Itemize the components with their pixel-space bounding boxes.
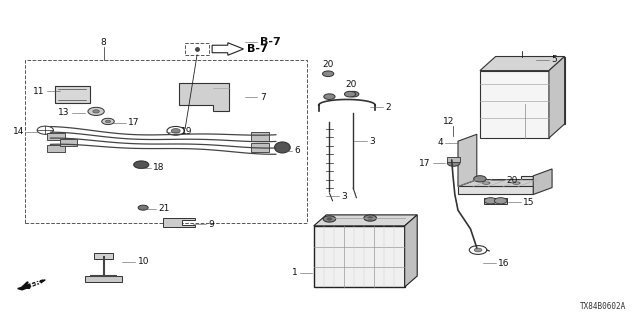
Polygon shape [163, 218, 195, 228]
Bar [85, 276, 122, 282]
Circle shape [474, 248, 482, 252]
Circle shape [494, 198, 507, 204]
Polygon shape [179, 83, 229, 111]
Text: 20: 20 [506, 176, 518, 185]
Circle shape [88, 107, 104, 116]
Text: 20: 20 [346, 80, 357, 89]
Text: B-7: B-7 [246, 44, 268, 54]
Bar [47, 133, 65, 140]
Text: 17: 17 [419, 159, 430, 168]
Text: 15: 15 [524, 198, 534, 207]
Text: TX84B0602A: TX84B0602A [580, 302, 626, 311]
Ellipse shape [483, 182, 490, 184]
Bar [55, 85, 90, 103]
Text: 11: 11 [33, 86, 45, 95]
Bar [251, 132, 269, 141]
Text: 3: 3 [341, 192, 347, 201]
Bar [25, 60, 307, 223]
Circle shape [324, 94, 335, 100]
Text: 7: 7 [260, 93, 266, 102]
Text: 10: 10 [138, 257, 149, 267]
Bar [251, 143, 269, 152]
Text: 20: 20 [323, 60, 334, 69]
Polygon shape [533, 169, 552, 195]
Circle shape [367, 217, 372, 219]
Circle shape [134, 161, 148, 168]
Circle shape [138, 205, 148, 210]
Text: 16: 16 [498, 259, 509, 268]
Polygon shape [549, 57, 564, 138]
Circle shape [344, 91, 356, 97]
Text: 14: 14 [13, 127, 24, 136]
Text: 8: 8 [100, 38, 106, 47]
Text: FR.: FR. [28, 276, 47, 291]
Polygon shape [404, 215, 417, 287]
Ellipse shape [275, 142, 290, 153]
Text: 19: 19 [181, 127, 193, 136]
Polygon shape [458, 134, 477, 187]
Polygon shape [458, 176, 533, 195]
Polygon shape [18, 280, 45, 290]
Text: 4: 4 [437, 138, 443, 147]
Circle shape [323, 71, 334, 76]
Bar [314, 226, 404, 287]
Text: 6: 6 [294, 146, 300, 155]
Circle shape [102, 118, 115, 124]
Bar [484, 198, 507, 204]
Circle shape [348, 91, 359, 97]
Circle shape [474, 176, 486, 182]
Polygon shape [480, 57, 564, 71]
Circle shape [323, 216, 336, 222]
Bar [60, 139, 77, 146]
Bar [47, 145, 65, 152]
Text: 12: 12 [443, 116, 454, 125]
Text: 3: 3 [369, 137, 375, 146]
Polygon shape [212, 43, 243, 55]
Polygon shape [458, 180, 552, 187]
Text: 1: 1 [292, 268, 298, 277]
Text: 9: 9 [209, 220, 214, 229]
Text: 17: 17 [128, 118, 140, 127]
Circle shape [484, 198, 497, 204]
Circle shape [447, 160, 460, 166]
Circle shape [172, 129, 180, 133]
Bar [447, 157, 460, 162]
Circle shape [364, 215, 376, 221]
Bar [185, 43, 209, 55]
Polygon shape [314, 215, 417, 226]
Text: 13: 13 [58, 108, 70, 117]
Polygon shape [495, 57, 564, 124]
Ellipse shape [513, 182, 520, 184]
Circle shape [327, 218, 332, 220]
Text: 5: 5 [552, 55, 557, 64]
Circle shape [93, 110, 99, 113]
Text: B-7: B-7 [260, 37, 280, 47]
Circle shape [106, 120, 111, 123]
Text: 2: 2 [385, 103, 391, 112]
Text: 18: 18 [153, 163, 164, 172]
Bar [94, 252, 113, 259]
Polygon shape [480, 71, 549, 138]
Text: 21: 21 [158, 204, 170, 213]
